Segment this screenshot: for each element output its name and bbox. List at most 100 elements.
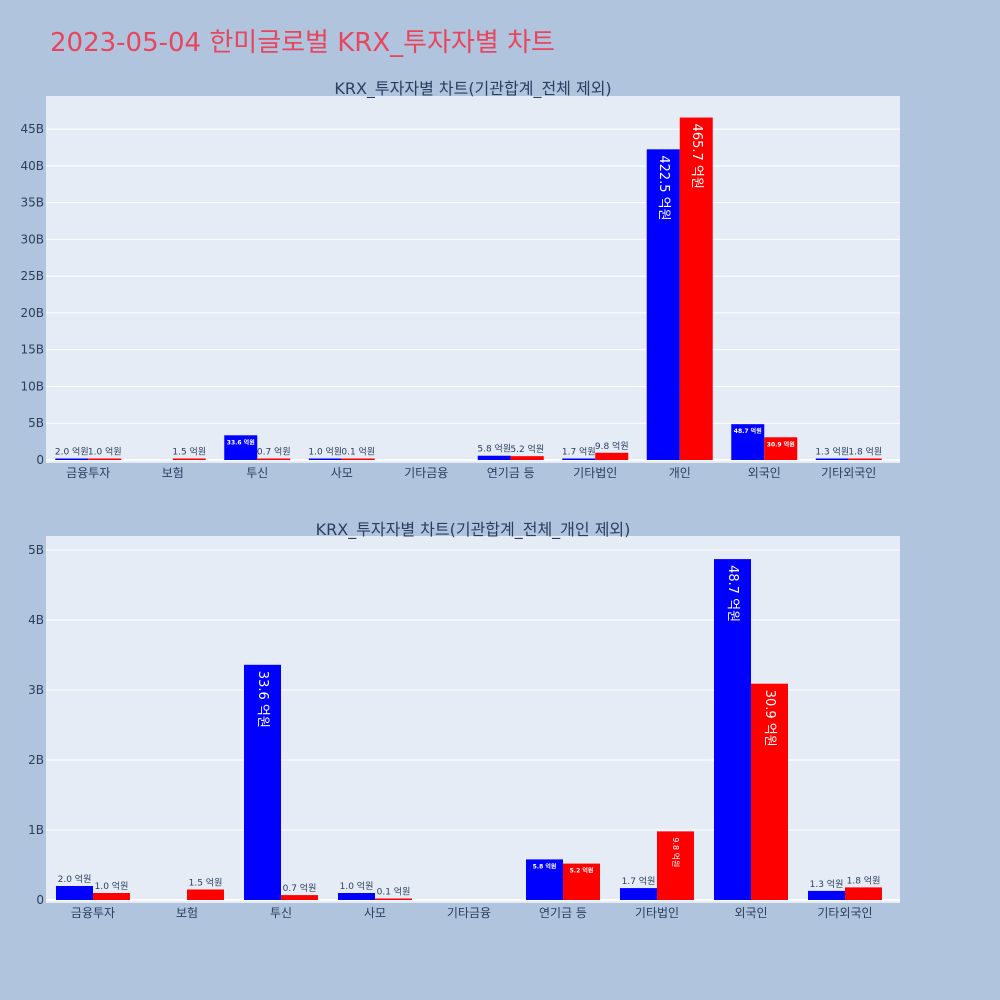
chart1-ytick-label: 45B [20, 122, 44, 136]
chart1-bar [224, 435, 258, 460]
chart2-xtick-label: 기타금융 [447, 906, 491, 920]
chart1-data-label: 1.0 억원 [308, 446, 342, 458]
chart1-data-label: 1.3 억원 [815, 446, 849, 458]
chart1-bar [88, 458, 122, 460]
chart2-data-label: 0.1 억원 [377, 886, 411, 898]
chart1-xtick-label: 기타금융 [404, 466, 448, 480]
chart1-title: KRX_투자자별 차트(기관합계_전체 제외) [334, 79, 611, 99]
chart1-bar [815, 458, 849, 460]
chart1-bar [731, 424, 765, 460]
chart1-data-label: 5.2 억원 [510, 443, 544, 455]
chart2-ytick-label: 5B [28, 543, 44, 557]
chart2-data-label: 30.9 억원 [762, 690, 777, 747]
chart1-data-label: 465.7 억원 [689, 124, 704, 189]
chart1-data-label: 48.7 억원 [734, 427, 762, 435]
chart2-data-label: 48.7 억원 [725, 565, 740, 622]
chart1-ytick-label: 35B [20, 196, 44, 210]
chart1-ytick-label: 5B [28, 416, 44, 430]
chart2-bar [526, 859, 563, 900]
chart2-bar [751, 683, 788, 900]
chart1-bar [562, 458, 596, 460]
page-title: 2023-05-04 한미글로벌 KRX_투자자별 차트 [50, 28, 555, 58]
chart1-data-label: 422.5 억원 [656, 155, 671, 220]
chart1-data-label: 2.0 억원 [55, 446, 89, 458]
chart1-ytick-label: 30B [20, 232, 44, 246]
chart2-bar [845, 887, 882, 900]
chart2-data-label: 1.5 억원 [189, 877, 223, 889]
chart1-data-label: 5.8 억원 [477, 443, 511, 455]
chart2-xtick-label: 연기금 등 [539, 906, 587, 920]
chart2-xtick-label: 기타법인 [635, 906, 679, 920]
chart1-bar [257, 458, 291, 460]
chart2-bar [187, 889, 224, 900]
chart1-xtick-label: 보험 [162, 466, 184, 480]
chart1-ytick-label: 0 [36, 453, 44, 467]
chart1-bar [646, 149, 680, 461]
chart1-ytick-label: 40B [20, 159, 44, 173]
chart2-xtick-label: 외국인 [734, 906, 767, 920]
chart1-bar [679, 117, 713, 460]
chart1-ytick-label: 15B [20, 343, 44, 357]
chart2-xtick-label: 기타외국인 [817, 906, 872, 920]
chart2-bar [244, 664, 281, 900]
chart1-data-label: 9.8 억원 [595, 440, 629, 452]
chart1-xtick-label: 외국인 [748, 466, 781, 480]
chart2-data-label: 2.0 억원 [58, 873, 92, 885]
chart1-data-label: 0.1 억원 [341, 446, 375, 458]
chart2-bar [56, 886, 93, 900]
chart2-title: KRX_투자자별 차트(기관합계_전체_개인 제외) [316, 520, 631, 540]
chart1-xtick-label: 개인 [669, 466, 691, 480]
chart2-ytick-label: 4B [28, 613, 44, 627]
chart2-ytick-label: 1B [28, 823, 44, 837]
chart1-xtick-label: 기타법인 [573, 466, 617, 480]
chart1-bar [764, 437, 798, 460]
chart1-bar [477, 455, 511, 460]
chart1-xtick-label: 금융투자 [66, 466, 110, 480]
chart2-bar [375, 898, 412, 900]
chart1-bar [595, 452, 629, 460]
chart1-data-label: 0.7 억원 [257, 446, 291, 458]
chart2-ytick-label: 3B [28, 683, 44, 697]
chart1-plot-area [46, 96, 900, 463]
chart2-bar [714, 559, 751, 900]
chart2-bar [657, 831, 694, 900]
chart2-data-label: 9.8 억원 [671, 837, 681, 867]
chart2-bar [93, 893, 130, 900]
chart2-data-label: 1.3 억원 [810, 878, 844, 890]
chart2-data-label: 5.8 억원 [533, 862, 557, 870]
chart1-data-label: 33.6 억원 [227, 438, 255, 446]
chart2-data-label: 1.0 억원 [95, 880, 129, 892]
chart1-xtick-label: 사모 [331, 466, 353, 480]
chart1-xtick-label: 투신 [246, 466, 268, 480]
chart2-ytick-label: 2B [28, 753, 44, 767]
chart2-data-label: 5.2 억원 [570, 867, 594, 875]
chart1-bar [341, 458, 375, 460]
chart1-ytick-label: 20B [20, 306, 44, 320]
chart1-bar [172, 458, 206, 460]
chart2-data-label: 1.7 억원 [622, 875, 656, 887]
chart2-xtick-label: 보험 [176, 906, 198, 920]
chart1-xtick-label: 기타외국인 [821, 466, 876, 480]
chart1-data-label: 1.8 억원 [848, 446, 882, 458]
chart1-bar [55, 458, 89, 460]
chart1-ytick-label: 10B [20, 379, 44, 393]
chart2-bar [281, 895, 318, 900]
chart2-xtick-label: 투신 [270, 906, 292, 920]
chart2-ytick-label: 0 [36, 893, 44, 907]
chart2-data-label: 0.7 억원 [283, 882, 317, 894]
chart1-data-label: 1.0 억원 [88, 446, 122, 458]
chart2-bar [808, 890, 845, 900]
chart2-data-label: 33.6 억원 [255, 671, 270, 728]
chart2-bar [563, 863, 600, 900]
chart2-xtick-label: 사모 [364, 906, 386, 920]
chart1-ytick-label: 25B [20, 269, 44, 283]
chart1-bar [848, 458, 882, 460]
chart1-xtick-label: 연기금 등 [487, 466, 535, 480]
chart2-xtick-label: 금융투자 [71, 906, 115, 920]
chart2-bar [338, 893, 375, 900]
chart2-data-label: 1.0 억원 [340, 880, 374, 892]
chart2-data-label: 1.8 억원 [847, 874, 881, 886]
chart2-bar [620, 888, 657, 900]
chart1-bar [510, 456, 544, 460]
